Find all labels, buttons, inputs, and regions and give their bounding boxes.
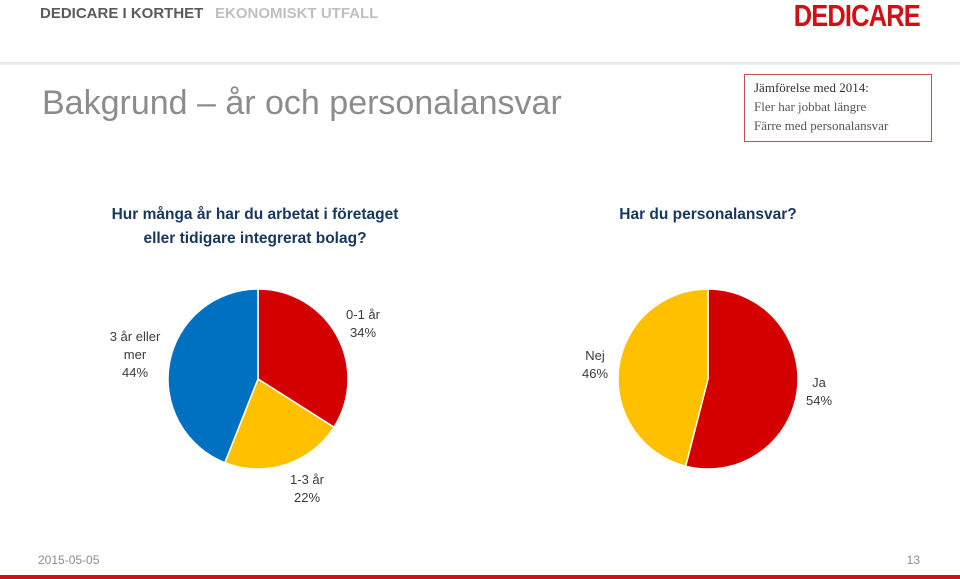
pie1-label-3-plus-value: 44% <box>121 365 149 380</box>
pie1-label-1-3-years: 1-3 år 22% <box>274 471 340 507</box>
nav-tab-ekonomiskt-utfall[interactable]: EKONOMISKT UTFALL <box>215 5 379 22</box>
pie2-label-nej-value: 46% <box>581 366 609 381</box>
chart1-title-line2: eller tidigare integrerat bolag? <box>143 230 367 247</box>
chart1-title: Hur många år har du arbetat i företaget … <box>90 203 420 251</box>
callout-line-1: Fler har jobbat längre <box>754 99 867 114</box>
footer-accent-bar <box>0 575 960 579</box>
pie2-slice-0 <box>684 288 799 470</box>
pie1-slice-2 <box>167 288 259 464</box>
pie2-slice-1 <box>617 288 709 468</box>
pie2-label-ja-value: 54% <box>805 393 833 408</box>
page-title: Bakgrund – år och personalansvar <box>42 84 562 122</box>
pie1-label-1-3-name: 1-3 år <box>290 472 324 487</box>
footer-date: 2015-05-05 <box>38 553 100 567</box>
nav-tab-dedicare-i-korthet[interactable]: DEDICARE I KORTHET <box>40 5 204 22</box>
pie1-label-3-plus-years: 3 år eller mer 44% <box>98 328 172 382</box>
pie1-label-0-1-years: 0-1 år 34% <box>330 306 396 342</box>
pie1-label-0-1-value: 34% <box>349 325 377 340</box>
pie1-slice-1 <box>223 377 336 470</box>
pie1-label-3-plus-name-line2: mer <box>123 347 147 362</box>
personalansvar-pie-chart <box>617 288 799 470</box>
header-divider <box>0 62 960 65</box>
callout-line-2: Färre med personalansvar <box>754 118 889 133</box>
pie2-label-ja: Ja 54% <box>796 374 842 410</box>
pie2-label-nej-name: Nej <box>585 348 605 363</box>
pie1-label-3-plus-name-line1: 3 år eller <box>109 329 161 344</box>
pie1-label-1-3-value: 22% <box>293 490 321 505</box>
pie2-label-ja-name: Ja <box>812 375 826 390</box>
callout-heading: Jämförelse med 2014: <box>754 80 869 95</box>
pie2-label-nej: Nej 46% <box>572 347 618 383</box>
dedicare-logo: DEDICARE <box>793 0 921 33</box>
chart2-title: Har du personalansvar? <box>619 206 797 223</box>
pie1-label-0-1-name: 0-1 år <box>346 307 380 322</box>
years-pie-chart <box>167 288 349 470</box>
page-number: 13 <box>906 553 920 567</box>
chart1-title-line1: Hur många år har du arbetat i företaget <box>111 206 399 223</box>
top-navigation: DEDICARE I KORTHET EKONOMISKT UTFALL DED… <box>0 0 960 40</box>
comparison-callout: Jämförelse med 2014: Fler har jobbat län… <box>744 74 932 142</box>
